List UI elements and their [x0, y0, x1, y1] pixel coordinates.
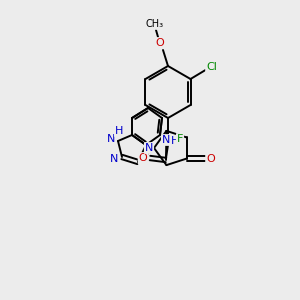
- Text: H: H: [115, 126, 123, 136]
- Text: H: H: [171, 136, 179, 146]
- Text: N: N: [110, 154, 118, 164]
- Text: CH₃: CH₃: [146, 19, 164, 29]
- Text: N: N: [145, 143, 153, 153]
- Text: O: O: [206, 154, 215, 164]
- Text: O: O: [139, 153, 147, 163]
- Text: Cl: Cl: [206, 62, 217, 72]
- Text: O: O: [156, 38, 164, 48]
- Text: N: N: [107, 134, 115, 144]
- Text: N: N: [162, 135, 170, 145]
- Text: F: F: [177, 134, 183, 144]
